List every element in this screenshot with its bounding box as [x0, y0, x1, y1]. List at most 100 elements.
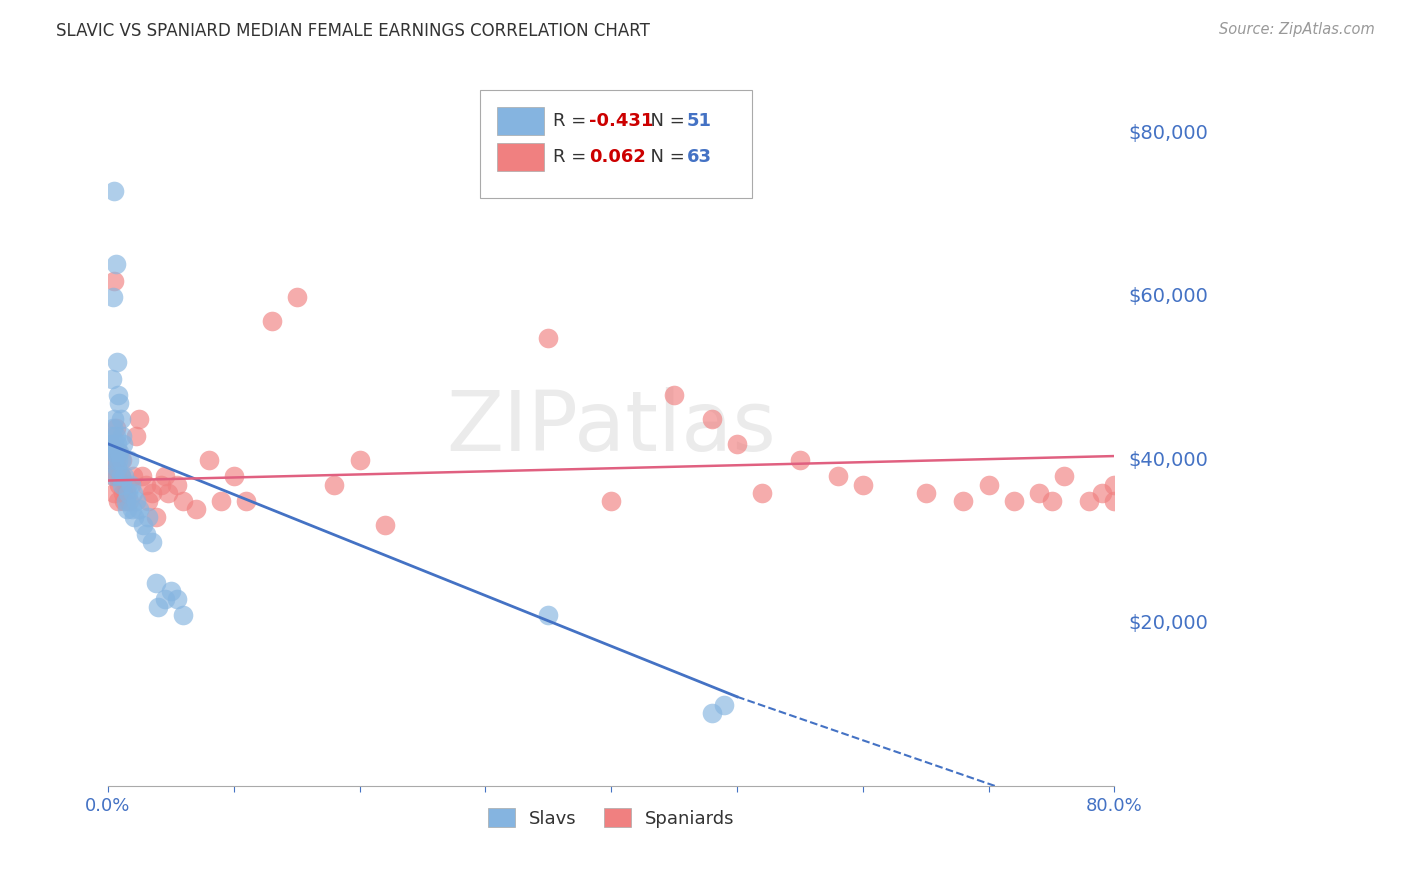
- Point: [112, 437, 135, 451]
- Text: -0.431: -0.431: [589, 112, 654, 130]
- Point: [852, 477, 875, 491]
- Point: [128, 502, 150, 516]
- Point: [111, 428, 134, 442]
- Text: R =: R =: [553, 148, 592, 166]
- Point: [148, 599, 170, 614]
- Point: [977, 477, 1000, 491]
- Point: [103, 453, 125, 467]
- Point: [136, 494, 159, 508]
- Point: [124, 494, 146, 508]
- Point: [104, 453, 127, 467]
- Point: [115, 502, 138, 516]
- Point: [100, 453, 122, 467]
- Point: [107, 388, 129, 402]
- Point: [952, 494, 974, 508]
- FancyBboxPatch shape: [498, 107, 544, 136]
- Text: N =: N =: [640, 148, 690, 166]
- Point: [112, 494, 135, 508]
- Point: [107, 445, 129, 459]
- Point: [172, 494, 194, 508]
- Point: [101, 445, 124, 459]
- Point: [172, 608, 194, 623]
- Point: [131, 469, 153, 483]
- Point: [124, 510, 146, 524]
- Point: [122, 485, 145, 500]
- Point: [145, 575, 167, 590]
- Point: [105, 355, 128, 369]
- Text: 63: 63: [686, 148, 711, 166]
- Point: [111, 477, 134, 491]
- Point: [112, 469, 135, 483]
- Point: [285, 290, 308, 304]
- Point: [789, 453, 811, 467]
- Point: [105, 469, 128, 483]
- Point: [349, 453, 371, 467]
- Point: [101, 445, 124, 459]
- Point: [725, 437, 748, 451]
- Point: [222, 469, 245, 483]
- Point: [132, 518, 155, 533]
- Point: [662, 388, 685, 402]
- Point: [1040, 494, 1063, 508]
- Text: SLAVIC VS SPANIARD MEDIAN FEMALE EARNINGS CORRELATION CHART: SLAVIC VS SPANIARD MEDIAN FEMALE EARNING…: [56, 22, 650, 40]
- Point: [700, 412, 723, 426]
- Point: [118, 453, 141, 467]
- Point: [110, 469, 132, 483]
- Point: [209, 494, 232, 508]
- Point: [103, 184, 125, 198]
- Text: $20,000: $20,000: [1129, 614, 1208, 632]
- Point: [149, 477, 172, 491]
- Point: [108, 477, 131, 491]
- Point: [110, 469, 132, 483]
- Point: [1053, 469, 1076, 483]
- Text: R =: R =: [553, 112, 592, 130]
- Point: [145, 510, 167, 524]
- Point: [111, 453, 134, 467]
- Point: [136, 510, 159, 524]
- Point: [124, 428, 146, 442]
- Point: [105, 437, 128, 451]
- Point: [101, 420, 124, 434]
- Point: [1104, 494, 1126, 508]
- Text: Source: ZipAtlas.com: Source: ZipAtlas.com: [1219, 22, 1375, 37]
- Point: [1104, 477, 1126, 491]
- Point: [827, 469, 849, 483]
- Point: [110, 412, 132, 426]
- Text: $40,000: $40,000: [1129, 450, 1208, 469]
- Point: [160, 583, 183, 598]
- Point: [104, 257, 127, 271]
- Point: [118, 494, 141, 508]
- Point: [166, 591, 188, 606]
- Point: [108, 445, 131, 459]
- Point: [103, 274, 125, 288]
- Point: [110, 453, 132, 467]
- Point: [600, 494, 623, 508]
- Point: [374, 518, 396, 533]
- Point: [104, 420, 127, 434]
- Point: [1091, 485, 1114, 500]
- Point: [105, 461, 128, 475]
- Point: [128, 412, 150, 426]
- Point: [700, 706, 723, 720]
- Point: [184, 502, 207, 516]
- Point: [1028, 485, 1050, 500]
- Point: [100, 428, 122, 442]
- Point: [100, 437, 122, 451]
- Point: [121, 502, 143, 516]
- Point: [260, 314, 283, 328]
- Point: [104, 428, 127, 442]
- FancyBboxPatch shape: [481, 90, 752, 198]
- Point: [115, 477, 138, 491]
- Point: [103, 437, 125, 451]
- Point: [114, 494, 136, 508]
- Legend: Slavs, Spaniards: Slavs, Spaniards: [481, 801, 742, 835]
- Point: [100, 371, 122, 385]
- Point: [153, 469, 176, 483]
- Point: [157, 485, 180, 500]
- Point: [114, 485, 136, 500]
- Point: [108, 396, 131, 410]
- Point: [112, 485, 135, 500]
- Point: [235, 494, 257, 508]
- Point: [141, 485, 163, 500]
- Point: [105, 461, 128, 475]
